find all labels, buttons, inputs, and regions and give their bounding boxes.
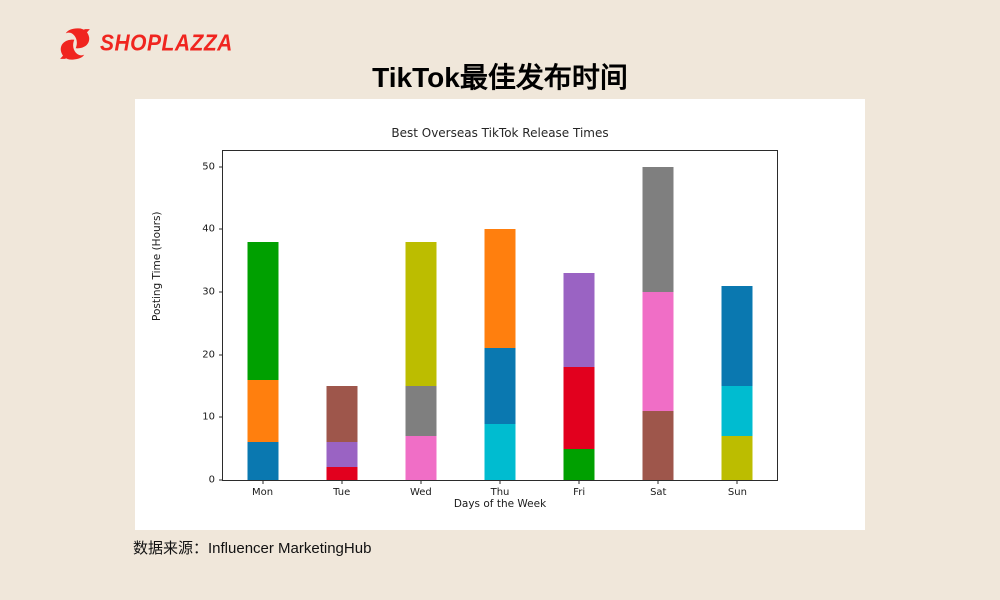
x-tick-label-sat: Sat [650,487,667,498]
shoplazza-logo-icon [58,26,92,62]
bar-wed-segment-olive [405,241,437,387]
bar-wed-segment-gray [405,386,437,437]
bar-mon-segment-green [247,241,279,380]
bar-sat-segment-pink [642,292,674,412]
x-tick-label-thu: Thu [490,487,510,498]
bar-mon-segment-blue [247,442,279,480]
x-tick-mark-mon [262,480,264,484]
x-tick-label-wed: Wed [409,487,432,498]
bar-sat-segment-gray [642,166,674,293]
bar-fri-segment-green [563,448,595,480]
bar-sun-segment-blue [721,285,753,387]
y-tick-mark-50 [219,166,223,168]
bar-mon [247,151,279,480]
bar-sun-segment-cyan [721,386,753,437]
x-tick-mark-wed [420,480,422,484]
bar-fri-segment-red [563,367,595,449]
bar-wed-segment-pink [405,436,437,480]
bar-tue-segment-purple [326,442,358,468]
bar-thu-segment-blue [484,348,516,424]
bar-mon-segment-orange [247,379,279,443]
bar-sat [642,151,674,480]
bar-tue-segment-red [326,467,358,480]
x-tick-label-fri: Fri [573,487,586,498]
shoplazza-logo: SHOPLAZZA [58,26,233,62]
bar-thu-segment-cyan [484,423,516,480]
bar-fri [563,151,595,480]
x-tick-mark-sat [657,480,659,484]
bar-tue-segment-brown [326,386,358,443]
x-tick-label-sun: Sun [727,487,747,498]
plot-area: 0 10 20 30 40 50 Mon Tue Wed Thu Fri Sat Sun [202,150,778,498]
y-axis-label: Posting Time (Hours) [151,211,163,321]
bar-sat-segment-brown [642,411,674,480]
data-source-note: 数据来源：Influencer MarketingHub [133,540,372,557]
bar-thu-segment-orange [484,229,516,349]
y-tick-label-20: 20 [202,349,215,361]
chart-panel: Best Overseas TikTok Release Times Posti… [135,99,865,530]
x-tick-mark-thu [499,480,501,484]
y-tick-mark-30 [219,291,223,293]
bar-fri-segment-purple [563,273,595,368]
page-title: TikTok最佳发布时间 [372,62,628,93]
bar-sun [721,151,753,480]
y-tick-label-50: 50 [202,161,215,173]
x-tick-label-mon: Mon [252,487,274,498]
y-tick-label-0: 0 [208,474,215,486]
x-tick-label-tue: Tue [333,487,351,498]
y-tick-label-40: 40 [202,223,215,235]
x-tick-mark-sun [736,480,738,484]
shoplazza-logo-text: SHOPLAZZA [100,31,233,56]
y-tick-mark-10 [219,416,223,418]
bar-tue [326,151,358,480]
y-tick-mark-40 [219,228,223,230]
y-tick-mark-0 [219,479,223,481]
x-tick-mark-fri [578,480,580,484]
bar-thu [484,151,516,480]
bar-sun-segment-olive [721,436,753,480]
x-axis-label: Days of the Week [453,498,547,510]
chart-title: Best Overseas TikTok Release Times [391,126,609,140]
bar-wed [405,151,437,480]
y-tick-mark-20 [219,354,223,356]
y-tick-label-30: 30 [202,286,215,298]
y-tick-label-10: 10 [202,411,215,423]
x-tick-mark-tue [341,480,343,484]
